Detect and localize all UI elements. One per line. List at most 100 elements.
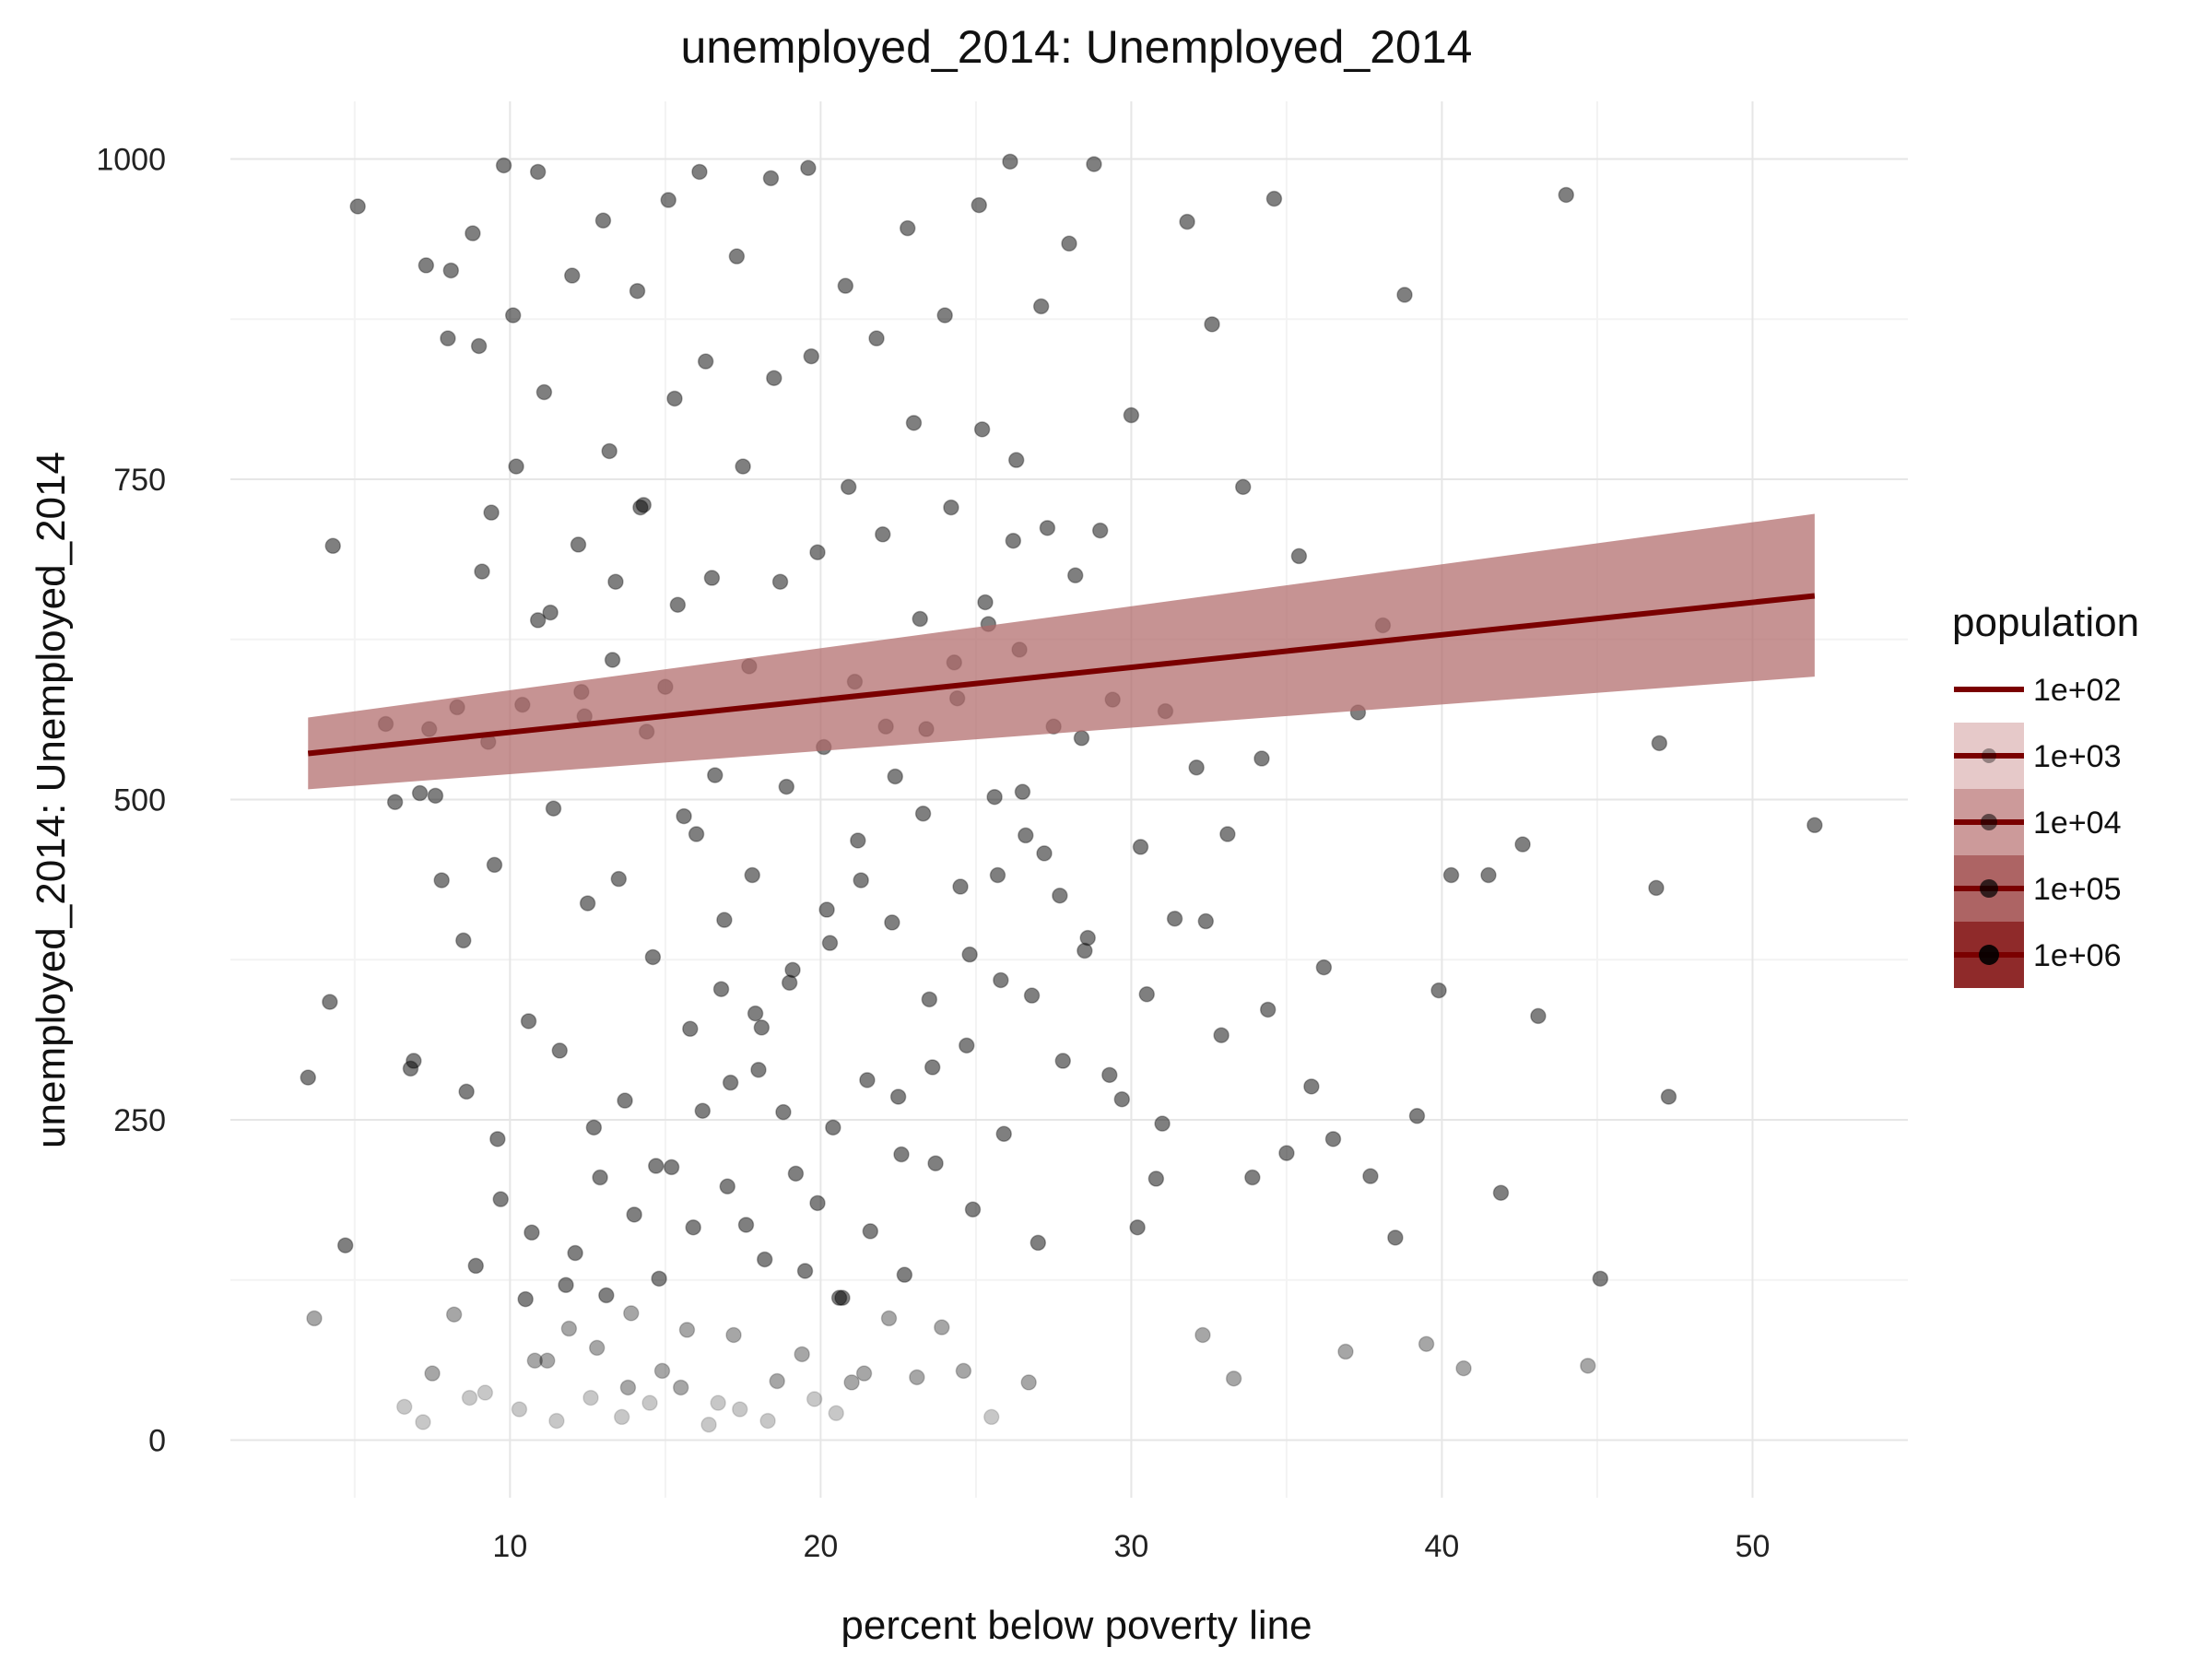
data-point [474,563,490,580]
data-point [688,826,705,842]
data-point [1324,1131,1342,1147]
data-point [1073,730,1090,747]
legend-key [1954,723,2024,789]
data-point [1036,845,1053,862]
data-point [1129,1218,1146,1236]
x-tick-label: 40 [1425,1529,1460,1564]
data-point [719,1178,736,1195]
data-point [461,1389,478,1406]
legend-key [1954,922,2024,988]
data-point [710,1394,726,1411]
data-point [806,1391,823,1407]
data-point [722,1074,739,1091]
data-point [986,788,1003,806]
data-point [809,544,826,560]
legend-key [1954,855,2024,922]
data-point [1188,759,1205,776]
x-tick-label: 30 [1113,1529,1148,1564]
data-point [647,1158,665,1174]
data-point [700,1417,717,1433]
data-point [1005,532,1022,549]
data-point [604,652,621,668]
data-point [769,1372,785,1390]
data-point [880,1310,898,1327]
data-point [889,1088,907,1105]
data-point [1290,547,1308,565]
data-point [1032,298,1050,315]
legend-label: 1e+04 [2033,806,2122,841]
data-point [725,1326,742,1344]
data-point [322,994,338,1010]
data-point [415,1414,431,1430]
data-point [1253,750,1270,767]
legend-label: 1e+05 [2033,872,2122,907]
data-point [495,157,512,174]
data-point [943,499,959,516]
data-point [959,1037,975,1054]
legend-key-point [1982,748,1996,763]
y-tick-label: 0 [148,1423,166,1458]
data-point [492,1191,509,1207]
data-point [440,330,456,347]
data-point [703,570,721,586]
data-point [300,1069,317,1086]
data-point [753,1019,771,1036]
data-point [477,1384,494,1401]
data-point [1066,567,1084,584]
data-point [626,1206,642,1223]
data-point [579,895,596,912]
data-point [1147,1171,1165,1187]
data-point [731,1401,748,1418]
data-point [1648,879,1665,897]
data-point [489,1131,506,1147]
y-tick-label: 250 [113,1103,166,1138]
data-point [818,901,835,918]
data-point [406,1053,422,1069]
data-point [1660,1088,1677,1105]
data-point [924,1059,941,1076]
data-point [470,337,488,355]
data-point [619,1379,637,1396]
data-point [771,573,789,590]
data-point [635,497,653,513]
data-point [1077,942,1093,959]
data-point [1194,1326,1211,1344]
data-point [539,1352,556,1370]
data-point [961,946,978,963]
legend-key-point [1980,879,1998,898]
data-point [1166,911,1183,927]
data-point [853,872,869,888]
data-point [1007,452,1025,468]
data-point [1480,866,1497,884]
data-point [1337,1343,1354,1360]
data-point [1580,1358,1596,1374]
data-point [784,961,801,979]
data-point [558,1277,574,1294]
data-point [629,282,646,300]
data-point [697,353,714,370]
data-point [1430,982,1447,999]
data-point [843,1374,860,1391]
data-point [728,248,746,265]
data-point [834,1289,851,1306]
data-point [607,573,624,590]
data-point [1018,827,1034,844]
data-point [1278,1145,1295,1161]
data-point [914,806,932,822]
data-point [1259,1001,1277,1018]
data-point [759,1412,776,1430]
data-point [1113,1090,1131,1108]
data-point [1234,478,1252,496]
data-point [964,1201,982,1218]
data-point [511,1401,528,1418]
legend-key [1954,656,2024,723]
data-point [850,832,866,849]
data-point [653,1362,671,1380]
data-point [1002,153,1018,171]
data-point [921,991,938,1008]
data-point [936,307,953,324]
data-point [1204,316,1220,333]
data-point [707,767,724,783]
data-point [542,604,559,621]
